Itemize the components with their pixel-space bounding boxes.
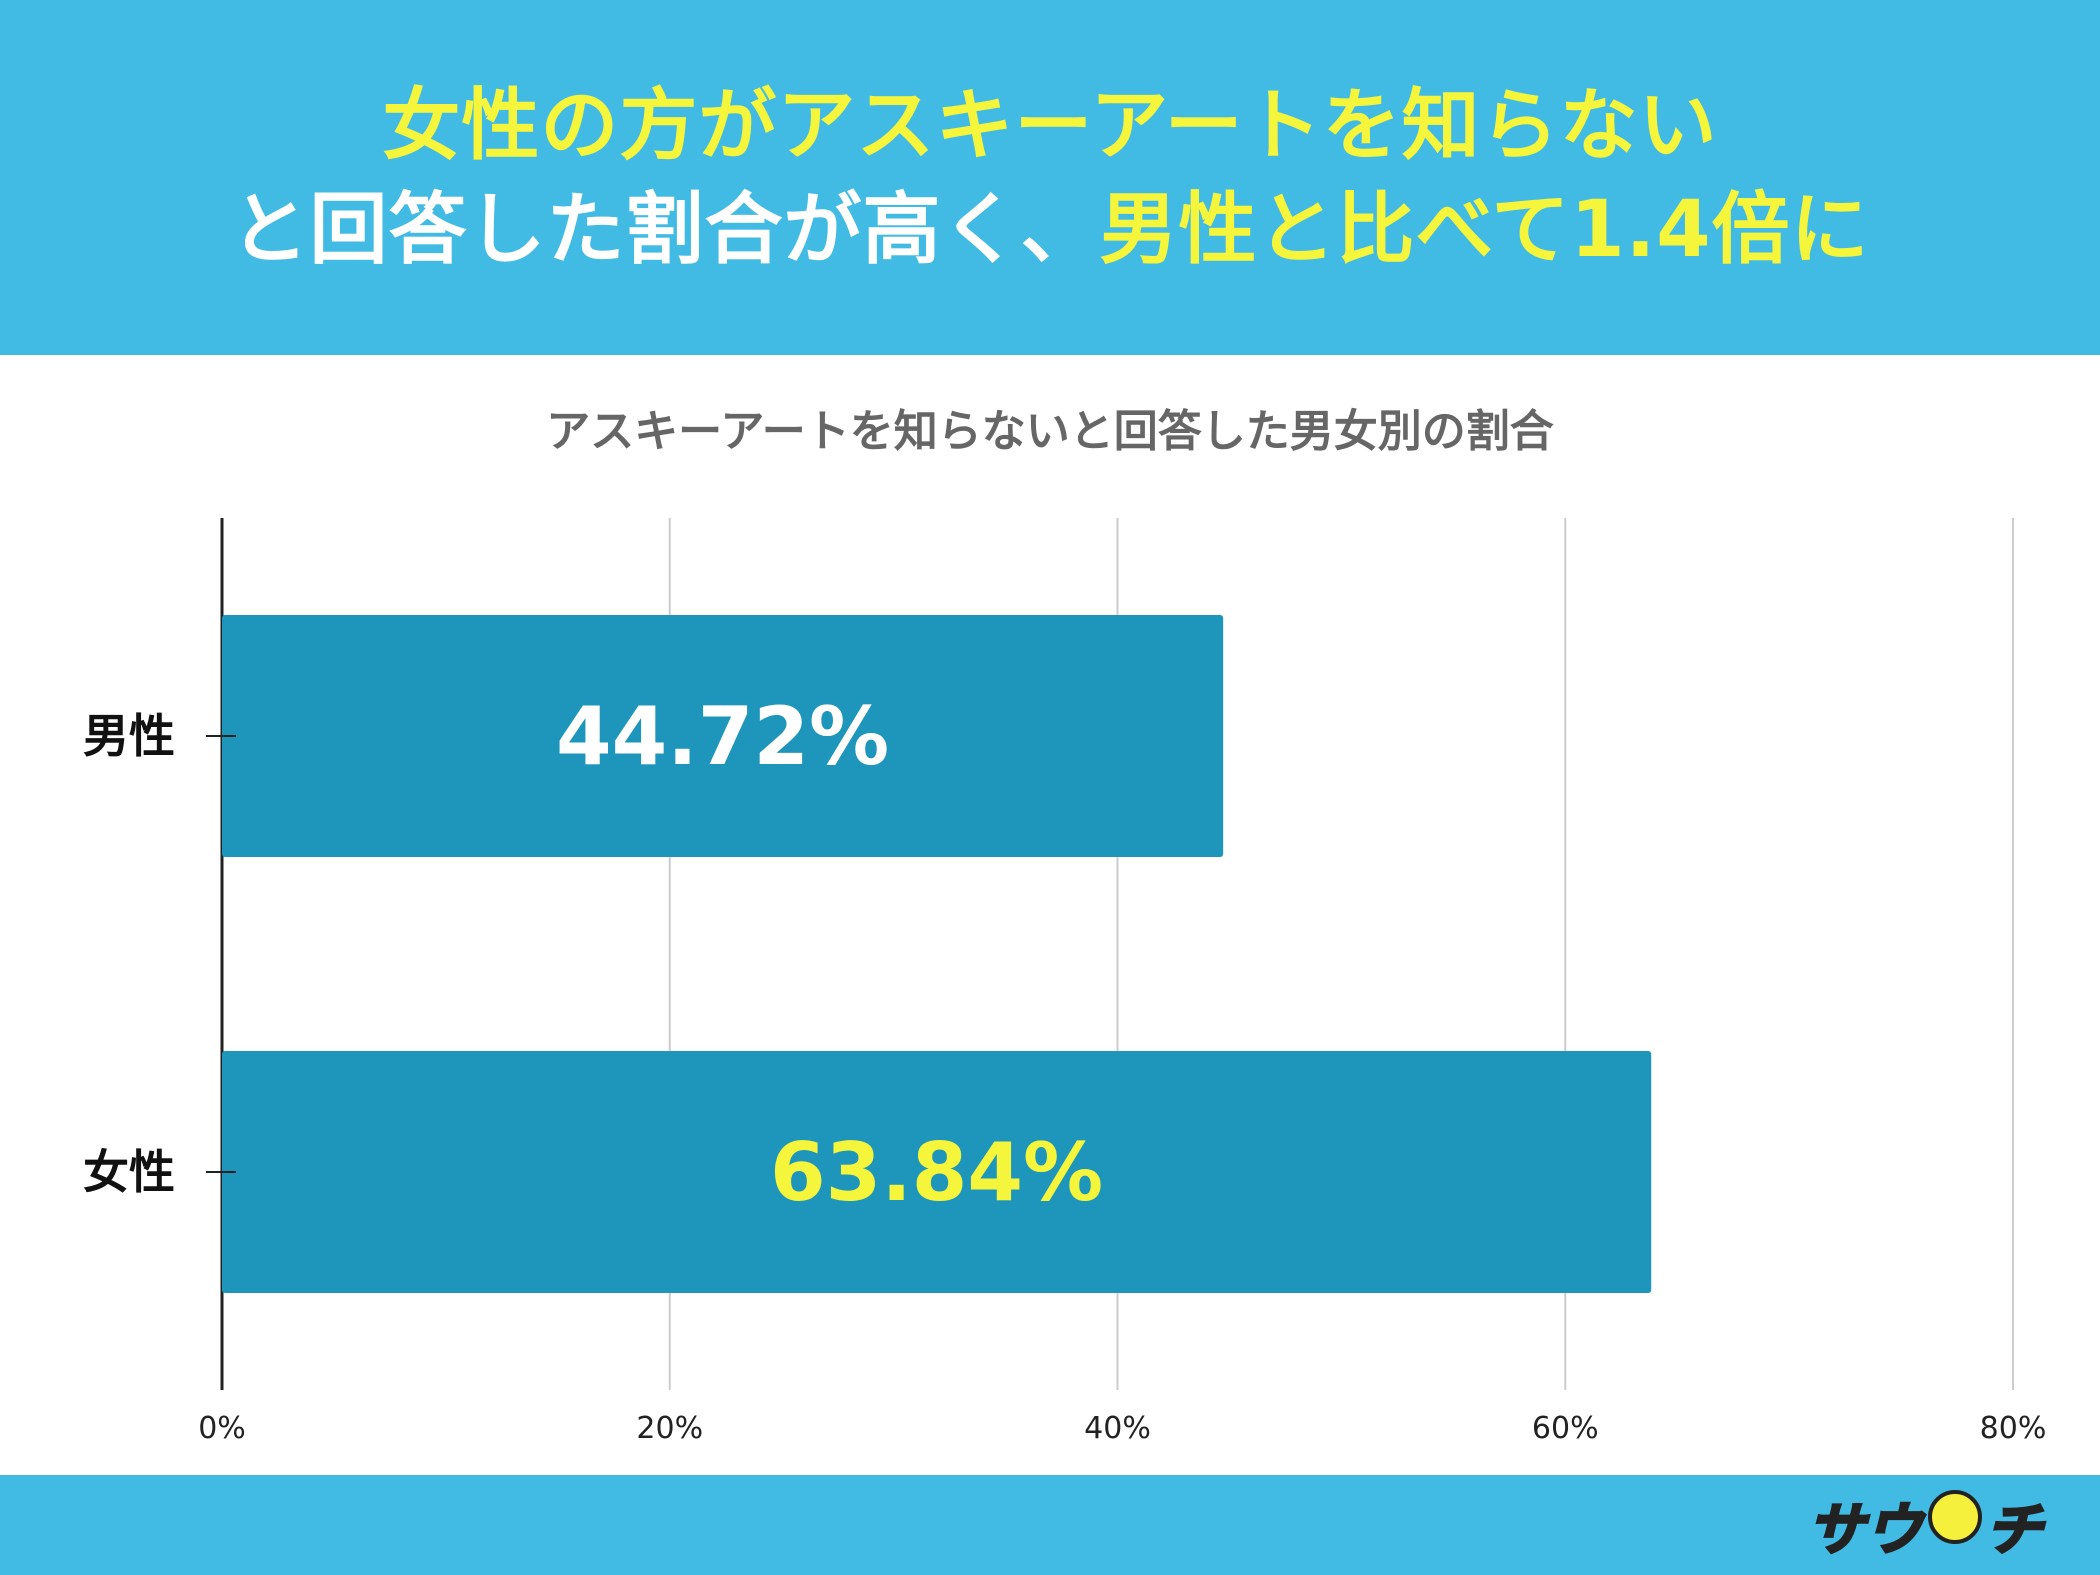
headline-line-2: と回答した割合が高く、男性と比べて1.4倍に — [230, 178, 1869, 282]
bar-1 — [222, 1051, 1652, 1293]
category-label-1: 女性 — [83, 1145, 175, 1199]
logo-text-b: チ — [1985, 1496, 2044, 1564]
x-tick-label-3: 60% — [1532, 1411, 1599, 1446]
x-tick-label-2: 40% — [1084, 1411, 1151, 1446]
x-tick-label-4: 80% — [1980, 1411, 2047, 1446]
brand-logo: サウ チ — [1807, 1485, 2044, 1565]
headline-line2-segment-0: と回答した割合が高く、 — [230, 184, 1100, 275]
header-banner: 女性の方がアスキーアートを知らない と回答した割合が高く、男性と比べて1.4倍に — [0, 0, 2100, 355]
chart-title: アスキーアートを知らないと回答した男女別の割合 — [546, 406, 1554, 457]
x-tick-label-0: 0% — [198, 1411, 246, 1446]
data-label-0: 44.72% — [556, 690, 889, 783]
bar-0 — [222, 615, 1224, 857]
x-tick-label-1: 20% — [636, 1411, 703, 1446]
headline-line2-segment-1: 男性と比べて1.4倍に — [1099, 184, 1870, 275]
data-label-1: 63.84% — [770, 1126, 1103, 1219]
category-label-0: 男性 — [83, 709, 175, 763]
footer-banner: サウ チ — [0, 1475, 2100, 1575]
logo-text-a: サウ — [1807, 1496, 1924, 1564]
headline-line-1: 女性の方がアスキーアートを知らない — [382, 74, 1717, 178]
bar-chart: 0% 20% 40% 60% 80% 男性 44.72% 女性 63.84% — [83, 518, 2047, 1446]
headline-line1-segment-0: 女性の方がアスキーアートを知らない — [382, 80, 1718, 171]
logo-mascot-icon — [1928, 1490, 1982, 1544]
